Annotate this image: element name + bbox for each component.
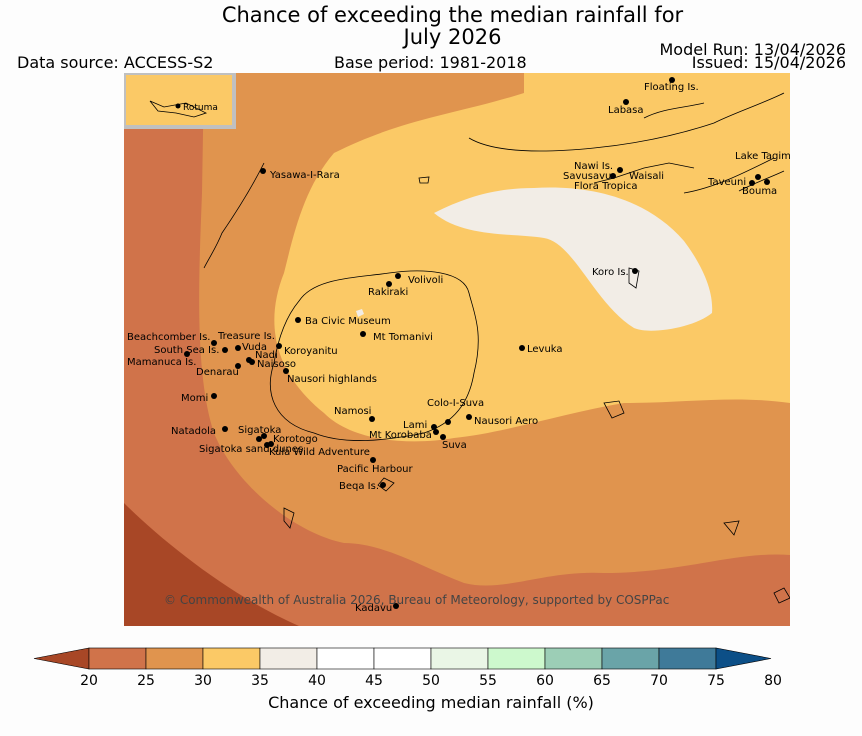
colorbar-cell [259, 647, 318, 670]
place-label: Mt Tomanivi [373, 332, 433, 343]
colorbar-tick-label: 35 [251, 673, 269, 689]
coastlines [203, 92, 790, 604]
place-label: Natadola [171, 426, 216, 437]
place-label: Savusavu [563, 171, 611, 182]
chart-title-line1: Chance of exceeding the median rainfall … [221, 3, 684, 27]
colorbar-tick-label: 60 [536, 673, 554, 689]
place-label: Lake Tagimaucia [735, 151, 790, 162]
colorbar: 20 25 30 35 40 45 50 55 60 65 70 75 80 Chance of exc… [33, 647, 782, 712]
colorbar-tick-label: 45 [365, 673, 383, 689]
inset-label: Rotuma [183, 103, 218, 113]
place-label: South Sea Is. [154, 345, 219, 356]
colorbar-tick-label: 30 [194, 673, 212, 689]
colorbar-tick-label: 75 [707, 673, 725, 689]
fiji-rainfall-map: Rotuma Floating Is. Labasa Yasawa-I-Rara… [124, 73, 790, 626]
place-label: Nadi [255, 350, 278, 361]
colorbar-tick-label: 70 [650, 673, 668, 689]
place-label: Taveuni [707, 177, 746, 188]
place-label: Nawi Is. [574, 161, 613, 172]
colorbar-cell [373, 647, 432, 670]
place-label: Flora Tropica [574, 181, 637, 192]
colorbar-cell [88, 647, 147, 670]
place-label: Treasure Is. [217, 331, 275, 342]
colorbar-tick-label: 20 [80, 673, 98, 689]
place-label: Rakiraki [368, 287, 408, 298]
place-label: Koroyanitu [284, 346, 338, 357]
place-label: Namosi [334, 406, 371, 417]
place-label: Vuda [242, 342, 267, 353]
place-label: Denarau [196, 367, 239, 378]
place-label: Nausori Aero [474, 416, 538, 427]
place-label: Colo-I-Suva [427, 398, 484, 409]
colorbar-cell [316, 647, 375, 670]
model-run: Model Run: 13/04/2026 [659, 40, 847, 59]
place-label: Beqa Is. [339, 481, 379, 492]
data-source: Data source: ACCESS-S2 [17, 53, 214, 72]
copyright-notice: © Commonwealth of Australia 2026, Bureau… [164, 593, 669, 607]
colorbar-tick-label: 50 [422, 673, 440, 689]
colorbar-cell [487, 647, 546, 670]
place-label: Kula Wild Adventure [269, 447, 370, 458]
place-label: Floating Is. [644, 82, 699, 93]
colorbar-over-arrow [715, 647, 772, 670]
place-label: Sigatoka sand dunes [199, 444, 303, 455]
colorbar-tick-label: 80 [764, 673, 782, 689]
colorbar-cell [202, 647, 261, 670]
base-period: Base period: 1981-2018 [334, 53, 527, 72]
place-label: Koro Is. [592, 267, 629, 278]
place-label: Nausori highlands [287, 374, 377, 385]
colorbar-tick-label: 65 [593, 673, 611, 689]
colorbar-cell [601, 647, 660, 670]
place-label: Pacific Harbour [337, 464, 414, 475]
colorbar-cell [544, 647, 603, 670]
place-label: Yasawa-I-Rara [269, 170, 340, 181]
issued-date: Issued: 15/04/2026 [691, 53, 846, 72]
band-40-45 [434, 187, 713, 331]
place-markers: Floating Is. Labasa Yasawa-I-Rara Nawi I… [127, 77, 790, 614]
colorbar-label: Chance of exceeding median rainfall (%) [268, 693, 594, 712]
place-label: Volivoli [408, 275, 443, 286]
band-35-40 [274, 73, 790, 442]
place-label: Korotogo [273, 434, 318, 445]
place-label: Naisoso [257, 359, 296, 370]
place-label: Levuka [527, 344, 563, 355]
place-label: Suva [442, 440, 467, 451]
place-label: Mamanuca Is. [127, 357, 196, 368]
place-label: Waisali [629, 171, 664, 182]
place-label: Mt Korobaba [369, 430, 432, 441]
colorbar-tick-label: 40 [308, 673, 326, 689]
place-label: Momi [181, 393, 208, 404]
place-label: Beachcomber Is. [127, 332, 210, 343]
colorbar-tick-label: 55 [479, 673, 497, 689]
chart-title-line2: July 2026 [403, 25, 502, 49]
rotuma-inset [124, 73, 236, 129]
colorbar-tick-label: 25 [137, 673, 155, 689]
place-label: Bouma [742, 186, 777, 197]
colorbar-cell [658, 647, 717, 670]
colorbar-cell [145, 647, 204, 670]
colorbar-cell [430, 647, 489, 670]
place-label: Lami [403, 420, 427, 431]
colorbar-under-arrow [33, 647, 90, 670]
place-label: Sigatoka [238, 425, 281, 436]
place-label: Ba Civic Museum [305, 316, 391, 327]
place-label: Kadavu [355, 603, 392, 614]
place-label: Labasa [608, 105, 644, 116]
